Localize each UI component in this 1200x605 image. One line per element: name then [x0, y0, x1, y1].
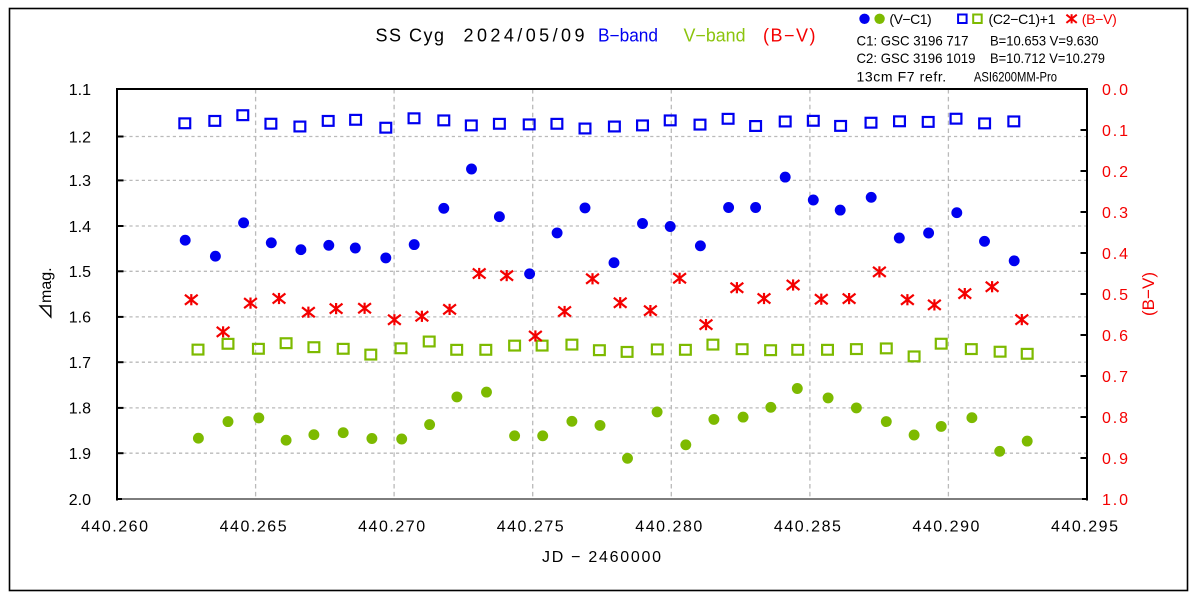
- svg-text:0.9: 0.9: [1102, 451, 1128, 468]
- svg-text:(C2−C1)+1: (C2−C1)+1: [989, 11, 1056, 27]
- svg-text:0.3: 0.3: [1102, 205, 1128, 222]
- svg-text:440.280: 440.280: [635, 518, 702, 535]
- svg-text:440.290: 440.290: [912, 518, 979, 535]
- svg-text:13cm F7 refr.: 13cm F7 refr.: [857, 69, 947, 85]
- svg-text:0.2: 0.2: [1102, 164, 1128, 181]
- svg-text:0.8: 0.8: [1102, 410, 1128, 427]
- svg-text:440.265: 440.265: [220, 518, 287, 535]
- svg-text:1.4: 1.4: [69, 219, 91, 236]
- svg-text:V−band: V−band: [684, 26, 746, 46]
- svg-text:JD − 2460000: JD − 2460000: [542, 549, 661, 566]
- svg-text:1.3: 1.3: [69, 173, 91, 190]
- svg-text:SS Cyg: SS Cyg: [376, 26, 445, 46]
- svg-text:mag.: mag.: [38, 267, 55, 303]
- svg-text:(B−V): (B−V): [763, 26, 816, 46]
- svg-text:0.0: 0.0: [1102, 82, 1128, 99]
- svg-text:0.4: 0.4: [1102, 246, 1128, 263]
- svg-text:1.0: 1.0: [1102, 492, 1128, 509]
- svg-text:440.260: 440.260: [81, 518, 148, 535]
- svg-text:440.275: 440.275: [497, 518, 564, 535]
- svg-text:(B−V): (B−V): [1082, 11, 1117, 27]
- svg-text:(V−C1): (V−C1): [889, 11, 931, 27]
- svg-text:1.8: 1.8: [69, 401, 91, 418]
- svg-text:0.7: 0.7: [1102, 369, 1128, 386]
- svg-text:1.6: 1.6: [69, 310, 91, 327]
- svg-text:440.295: 440.295: [1051, 518, 1118, 535]
- svg-text:C1: GSC 3196 717: C1: GSC 3196 717: [857, 33, 969, 49]
- svg-text:B=10.653 V=9.630: B=10.653 V=9.630: [990, 33, 1099, 49]
- svg-text:1.7: 1.7: [69, 355, 91, 372]
- svg-text:ASI6200MM-Pro: ASI6200MM-Pro: [974, 69, 1057, 85]
- svg-text:1.1: 1.1: [69, 82, 91, 99]
- svg-text:440.270: 440.270: [358, 518, 425, 535]
- svg-text:1.2: 1.2: [69, 129, 91, 146]
- svg-text:0.1: 0.1: [1102, 123, 1128, 140]
- svg-text:440.285: 440.285: [774, 518, 841, 535]
- svg-text:1.5: 1.5: [69, 264, 91, 281]
- svg-text:(B−V): (B−V): [1139, 272, 1158, 316]
- svg-text:2.0: 2.0: [69, 492, 91, 509]
- svg-text:B=10.712 V=10.279: B=10.712 V=10.279: [990, 50, 1105, 66]
- svg-text:C2: GSC 3196 1019: C2: GSC 3196 1019: [857, 50, 976, 66]
- svg-text:0.6: 0.6: [1102, 328, 1128, 345]
- svg-text:B−band: B−band: [598, 26, 658, 46]
- svg-text:0.5: 0.5: [1102, 287, 1128, 304]
- svg-text:1.9: 1.9: [69, 446, 91, 463]
